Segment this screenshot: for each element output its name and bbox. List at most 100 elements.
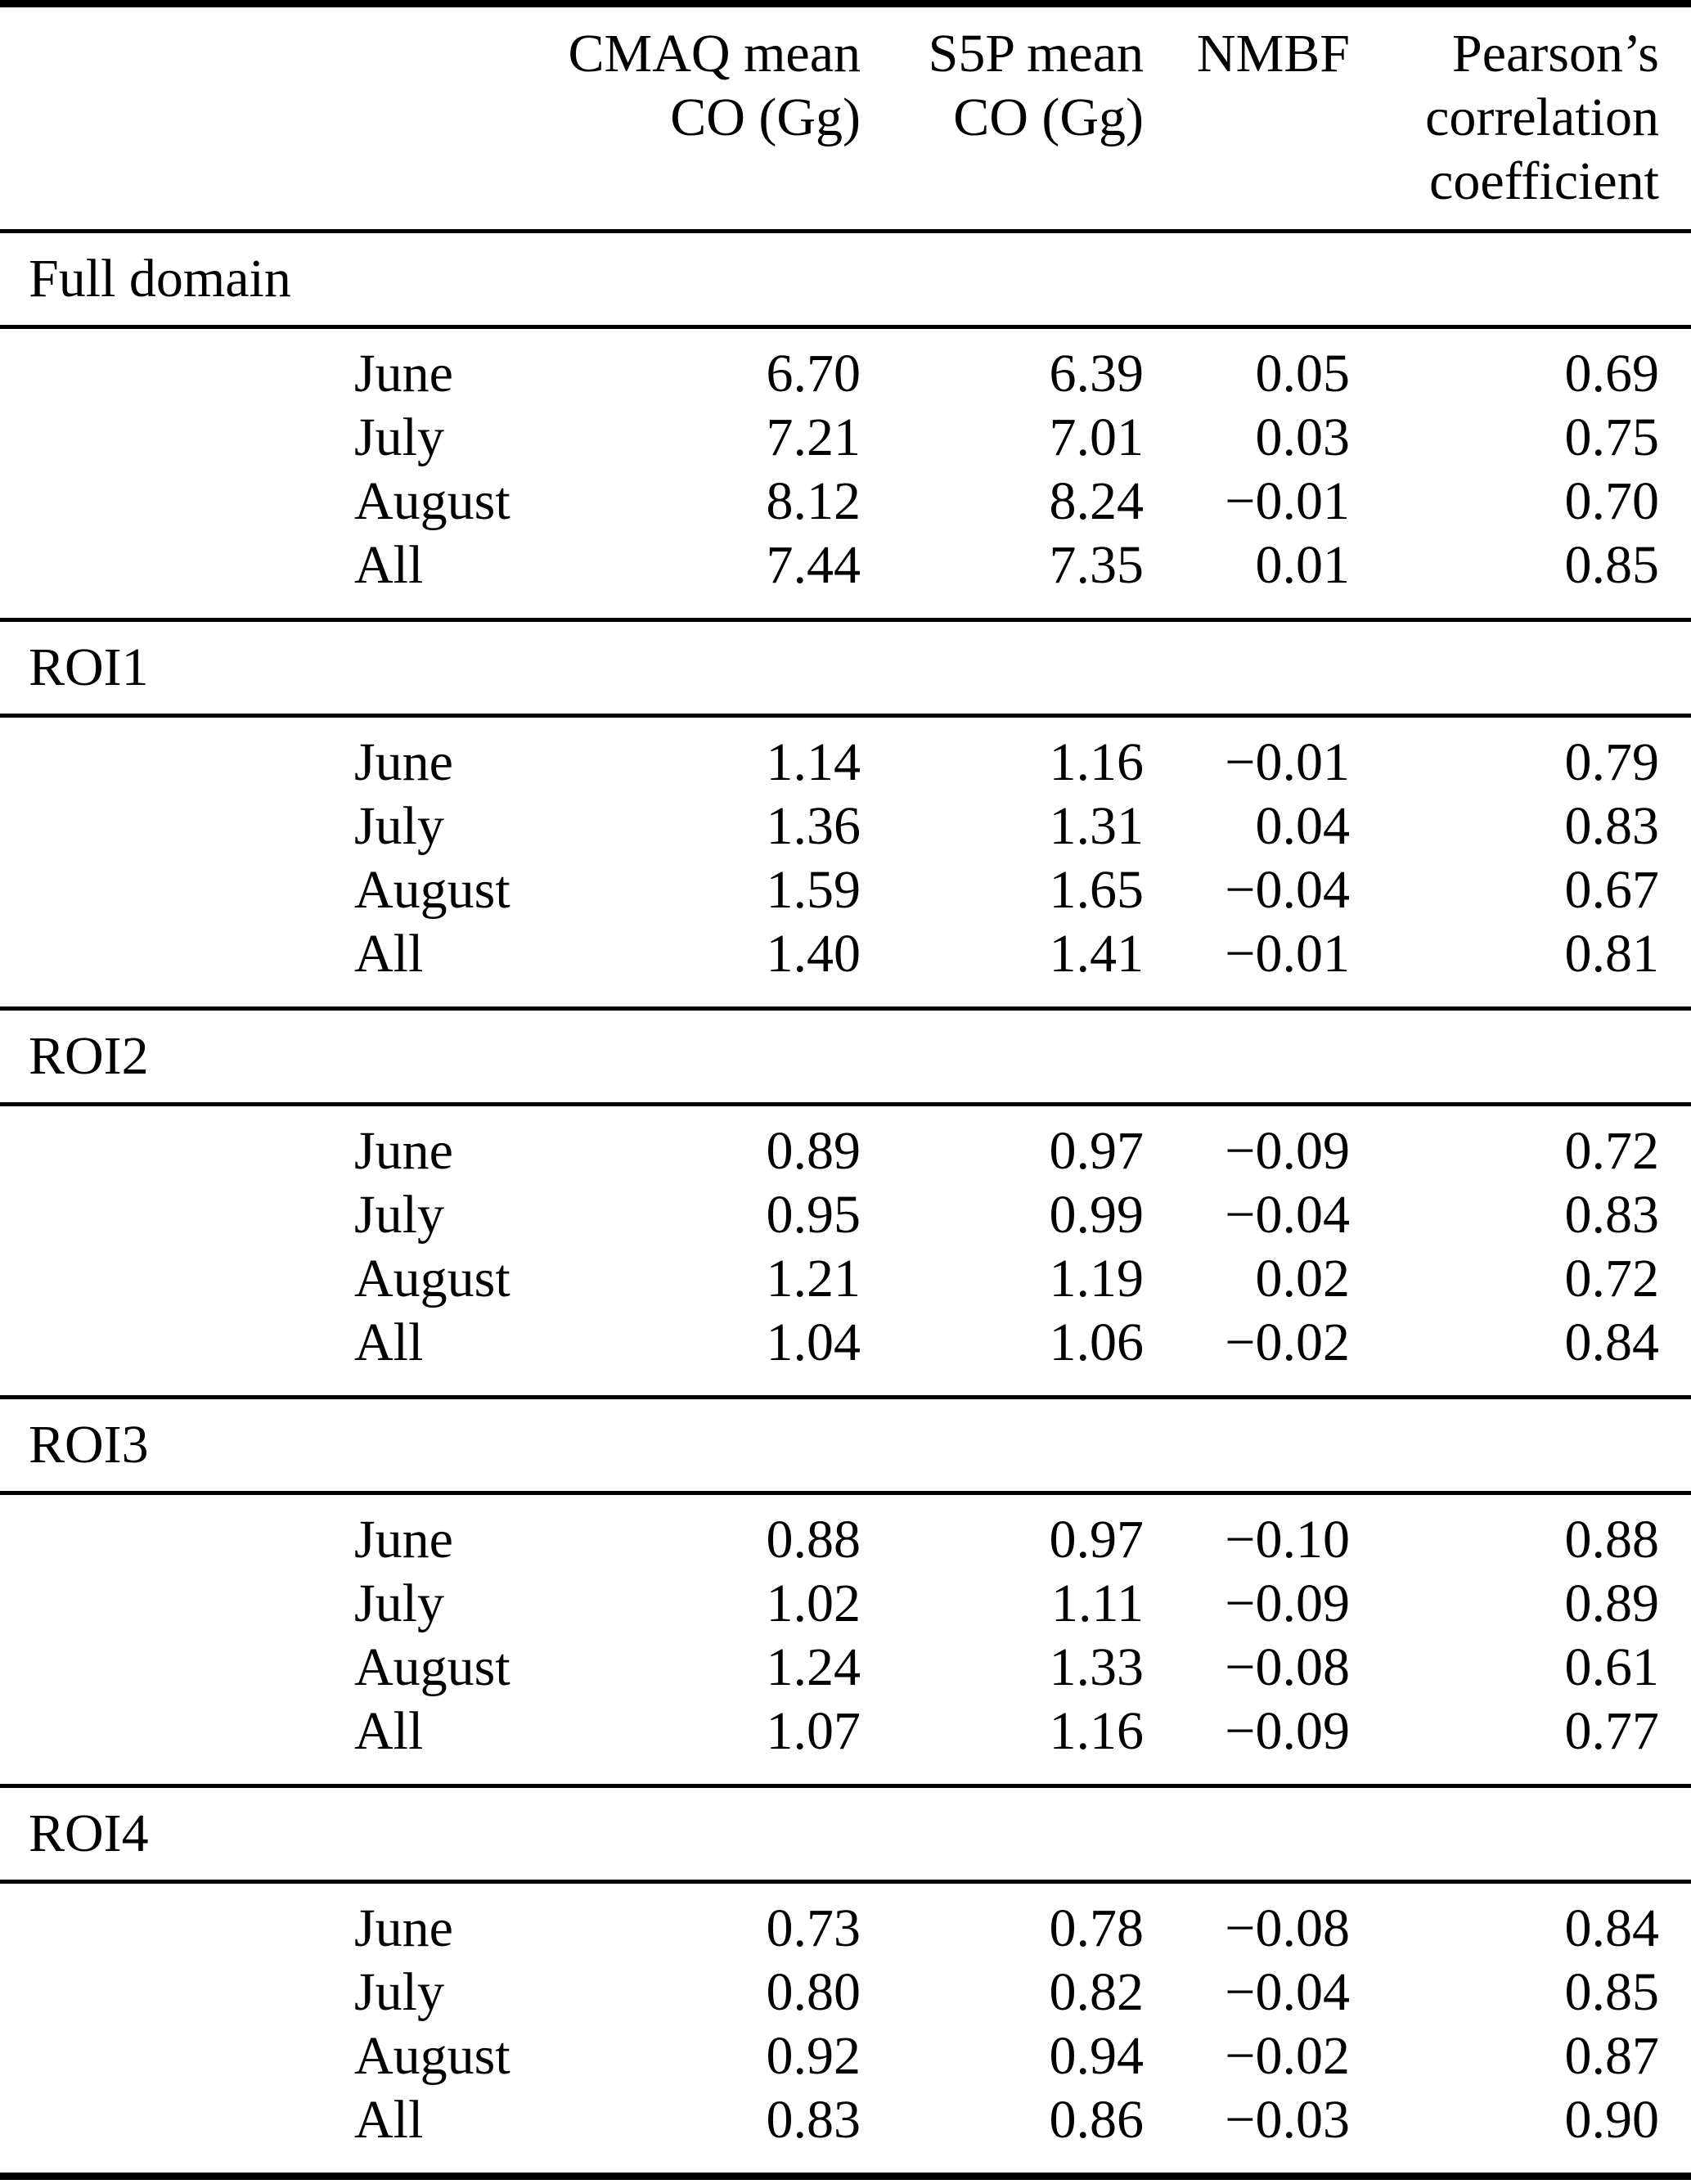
nmbf-value: 0.01: [1255, 535, 1351, 595]
s5p-value: 1.16: [1049, 1701, 1145, 1761]
nmbf-value: −0.03: [1225, 2090, 1350, 2150]
indent-cell: [0, 534, 354, 597]
row-spacer: [0, 716, 1691, 732]
row-spacer-cell: [0, 1375, 1691, 1398]
row-spacer: [0, 986, 1691, 1009]
header-empty-month-cell: [354, 4, 540, 232]
s5p-value: 0.82: [1049, 1962, 1145, 2022]
table-row: August 1.24 1.33 −0.08 0.61: [0, 1636, 1691, 1700]
table-row: June 0.88 0.97 −0.10 0.88: [0, 1508, 1691, 1572]
indent-cell: [0, 858, 354, 922]
table-row: June 0.89 0.97 −0.09 0.72: [0, 1119, 1691, 1183]
column-header-line: CMAQ mean: [568, 24, 861, 83]
column-header-pearson: Pearson’s correlation coefficient: [1350, 4, 1691, 232]
indent-cell: [0, 1183, 354, 1247]
indent-cell: [0, 731, 354, 795]
nmbf-value: −0.02: [1225, 2026, 1350, 2086]
table-row: July 7.21 7.01 0.03 0.75: [0, 406, 1691, 470]
table-row: July 0.95 0.99 −0.04 0.83: [0, 1183, 1691, 1247]
month-label: June: [354, 1121, 453, 1181]
month-label: All: [354, 1701, 424, 1761]
s5p-value: 6.39: [1049, 344, 1145, 403]
indent-cell: [0, 1311, 354, 1375]
column-header-line: correlation: [1425, 88, 1659, 147]
s5p-value: 7.01: [1049, 408, 1145, 467]
nmbf-value: −0.02: [1225, 1313, 1350, 1372]
indent-cell: [0, 1897, 354, 1961]
cmaq-value: 0.89: [766, 1121, 861, 1181]
row-spacer-cell: [0, 1882, 1691, 1898]
indent-cell: [0, 1119, 354, 1183]
row-spacer-cell: [0, 597, 1691, 620]
section-header-row: ROI1: [0, 619, 1691, 716]
pearson-value: 0.70: [1564, 471, 1660, 531]
row-spacer: [0, 1375, 1691, 1398]
cmaq-value: 1.40: [766, 924, 861, 984]
section-header-row: ROI4: [0, 1785, 1691, 1882]
row-spacer: [0, 1763, 1691, 1786]
pearson-value: 0.61: [1564, 1637, 1660, 1697]
section-header-row: Full domain: [0, 231, 1691, 327]
cmaq-value: 1.02: [766, 1574, 861, 1633]
section-label: ROI1: [29, 637, 149, 697]
s5p-value: 1.41: [1049, 924, 1145, 984]
nmbf-value: −0.09: [1225, 1121, 1350, 1181]
indent-cell: [0, 2024, 354, 2088]
pearson-value: 0.79: [1564, 732, 1660, 792]
s5p-value: 0.97: [1049, 1121, 1145, 1181]
month-label: July: [354, 1574, 445, 1633]
row-spacer-cell: [0, 1493, 1691, 1509]
cmaq-value: 7.21: [766, 408, 861, 467]
row-spacer-cell: [0, 1763, 1691, 1786]
nmbf-value: −0.01: [1225, 471, 1350, 531]
nmbf-value: −0.09: [1225, 1574, 1350, 1633]
month-label: All: [354, 1313, 424, 1372]
s5p-value: 1.19: [1049, 1249, 1145, 1308]
pearson-value: 0.85: [1564, 1962, 1660, 2022]
pearson-value: 0.75: [1564, 408, 1660, 467]
s5p-value: 0.97: [1049, 1510, 1145, 1569]
indent-cell: [0, 342, 354, 406]
indent-cell: [0, 1508, 354, 1572]
section-label: ROI3: [29, 1415, 149, 1475]
month-label: August: [354, 860, 510, 920]
s5p-value: 8.24: [1049, 471, 1145, 531]
indent-cell: [0, 1700, 354, 1763]
row-spacer-cell: [0, 1105, 1691, 1120]
nmbf-value: −0.08: [1225, 1637, 1350, 1697]
s5p-value: 1.65: [1049, 860, 1145, 920]
table-row: July 1.36 1.31 0.04 0.83: [0, 795, 1691, 858]
indent-cell: [0, 1572, 354, 1636]
header-empty-section-cell: [0, 4, 354, 232]
column-header-line: Pearson’s: [1452, 24, 1659, 83]
indent-cell: [0, 2088, 354, 2152]
month-label: August: [354, 1637, 510, 1697]
row-spacer: [0, 327, 1691, 343]
section-label: Full domain: [29, 249, 291, 308]
indent-cell: [0, 795, 354, 858]
section-header-row: ROI3: [0, 1397, 1691, 1493]
nmbf-value: 0.02: [1255, 1249, 1351, 1308]
nmbf-value: 0.03: [1255, 408, 1351, 467]
nmbf-value: −0.01: [1225, 924, 1350, 984]
s5p-value: 0.99: [1049, 1185, 1145, 1245]
row-spacer: [0, 1493, 1691, 1509]
month-label: June: [354, 1510, 453, 1569]
indent-cell: [0, 406, 354, 470]
month-label: All: [354, 535, 424, 595]
nmbf-value: 0.05: [1255, 344, 1351, 403]
column-header-line: coefficient: [1429, 151, 1659, 211]
s5p-value: 0.86: [1049, 2090, 1145, 2150]
cmaq-value: 1.59: [766, 860, 861, 920]
indent-cell: [0, 1247, 354, 1311]
cmaq-value: 8.12: [766, 471, 861, 531]
pearson-value: 0.72: [1564, 1121, 1660, 1181]
cmaq-value: 1.14: [766, 732, 861, 792]
cmaq-value: 1.36: [766, 796, 861, 856]
column-header-line: CO (Gg): [953, 88, 1144, 147]
s5p-value: 1.33: [1049, 1637, 1145, 1697]
section-label: ROI4: [29, 1803, 149, 1863]
pearson-value: 0.84: [1564, 1313, 1660, 1372]
cmaq-value: 0.92: [766, 2026, 861, 2086]
table-row: All 1.04 1.06 −0.02 0.84: [0, 1311, 1691, 1375]
